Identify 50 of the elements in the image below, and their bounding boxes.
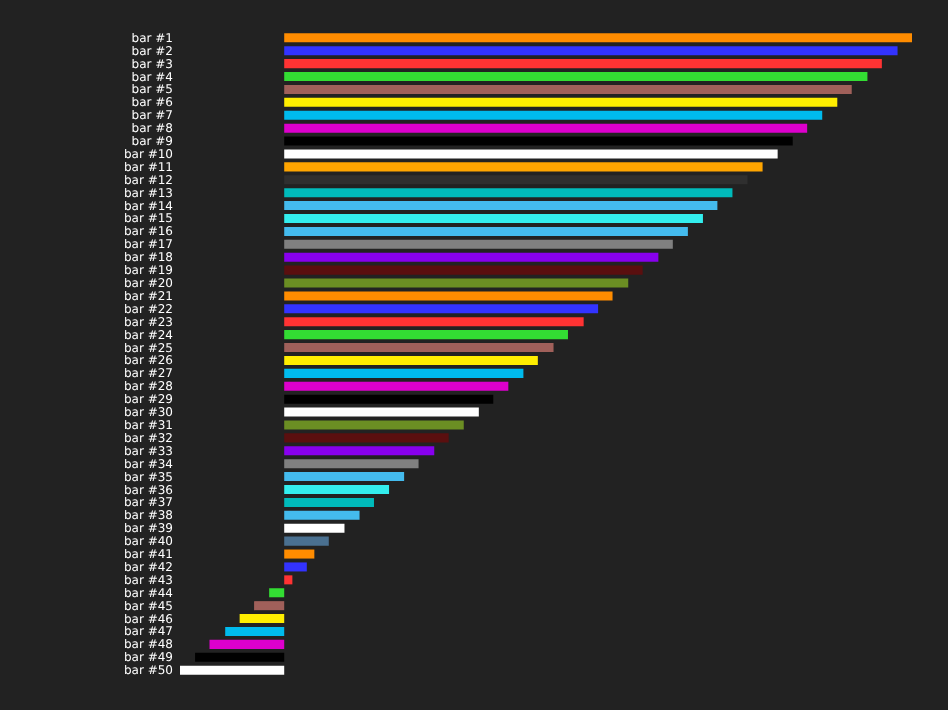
- bar: [284, 549, 315, 559]
- bar: [284, 510, 360, 520]
- bar: [284, 110, 823, 120]
- bar: [284, 433, 449, 443]
- bar: [284, 459, 419, 469]
- bar: [284, 381, 509, 391]
- bar: [284, 317, 584, 327]
- bar: [284, 484, 390, 495]
- bar: [284, 304, 599, 314]
- bar: [239, 614, 285, 624]
- bar: [284, 201, 718, 211]
- bar: [284, 407, 479, 417]
- bar: [284, 59, 882, 69]
- bar: [284, 523, 345, 533]
- bar: [284, 291, 613, 301]
- bar: [284, 33, 912, 43]
- bar: [195, 652, 285, 662]
- bar: [209, 639, 285, 649]
- bar: [284, 355, 538, 365]
- bar: [284, 72, 868, 82]
- bar: [284, 84, 852, 94]
- bar: [284, 252, 659, 262]
- bar: [284, 265, 643, 275]
- bar: [284, 136, 793, 146]
- bar: [180, 665, 285, 675]
- bar: [284, 575, 293, 585]
- bar: [284, 175, 748, 185]
- bar: [225, 626, 285, 636]
- bar: [284, 343, 554, 353]
- bar: [284, 239, 673, 249]
- bar: [254, 601, 285, 611]
- bar: [284, 562, 307, 572]
- bar: [284, 330, 568, 340]
- bar: [284, 472, 405, 482]
- bar: [284, 188, 733, 198]
- bar: [284, 420, 464, 430]
- bar: [284, 149, 778, 159]
- bar: [284, 46, 898, 56]
- bar: [284, 97, 838, 107]
- bar: [284, 278, 629, 288]
- bar: [284, 536, 329, 546]
- bar: [284, 162, 763, 172]
- bar: [284, 123, 808, 133]
- bar: [284, 368, 524, 378]
- bar: [284, 497, 374, 507]
- bar: [284, 213, 703, 224]
- bar: [284, 226, 688, 236]
- bar: [284, 446, 435, 456]
- bar: [284, 394, 494, 404]
- bar: [269, 588, 285, 598]
